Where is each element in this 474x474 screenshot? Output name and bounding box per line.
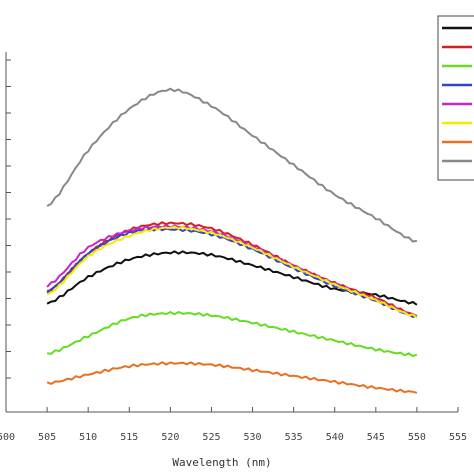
x-tick-label: 555 bbox=[449, 432, 467, 443]
x-tick-label: 505 bbox=[38, 432, 56, 443]
x-tick-label: 545 bbox=[367, 432, 385, 443]
x-tick-label: 510 bbox=[79, 432, 97, 443]
x-tick-label: 540 bbox=[326, 432, 344, 443]
series-line-3 bbox=[46, 310, 418, 358]
x-tick-label: 520 bbox=[161, 432, 179, 443]
series-lines bbox=[46, 87, 418, 394]
series-line-8 bbox=[46, 87, 418, 243]
x-axis-title: Wavelength (nm) bbox=[172, 456, 271, 469]
legend bbox=[437, 15, 474, 181]
series-line-7 bbox=[46, 361, 418, 394]
x-tick-label: 500 bbox=[0, 432, 15, 443]
x-tick-label: 550 bbox=[408, 432, 426, 443]
series-line-6 bbox=[46, 225, 418, 319]
series-line-4 bbox=[46, 226, 418, 318]
legend-box bbox=[437, 15, 474, 181]
x-tick-label: 535 bbox=[285, 432, 303, 443]
x-tick-label: 530 bbox=[244, 432, 262, 443]
plot-frame bbox=[5, 52, 458, 413]
x-tick-label: 525 bbox=[202, 432, 220, 443]
y-axis-ticks bbox=[6, 59, 11, 379]
x-tick-label: 515 bbox=[120, 432, 138, 443]
x-axis-ticks: 500 505 510 515 520 525 530 535 540 545 550 555 bbox=[0, 407, 467, 443]
